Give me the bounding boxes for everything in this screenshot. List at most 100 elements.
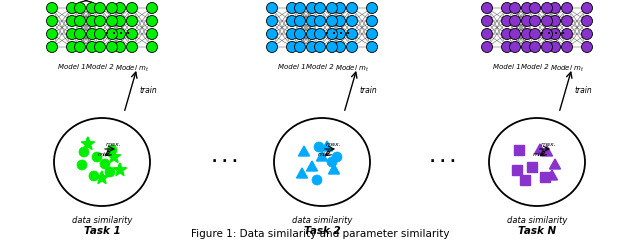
Circle shape	[127, 2, 138, 13]
Circle shape	[509, 41, 520, 52]
Bar	[520, 175, 530, 185]
Text: · · · ·: · · · ·	[540, 29, 566, 39]
Text: max.: max.	[106, 142, 122, 147]
Circle shape	[307, 41, 317, 52]
Circle shape	[147, 41, 157, 52]
Circle shape	[92, 152, 102, 162]
Circle shape	[147, 2, 157, 13]
Circle shape	[287, 41, 298, 52]
Circle shape	[287, 2, 298, 13]
Polygon shape	[296, 168, 307, 178]
Polygon shape	[541, 146, 552, 156]
Text: min.: min.	[533, 152, 547, 157]
Circle shape	[314, 2, 326, 13]
Circle shape	[346, 2, 358, 13]
Circle shape	[79, 147, 89, 157]
Ellipse shape	[54, 118, 150, 206]
Circle shape	[529, 41, 541, 52]
Text: Figure 1: Data similarity and parameter similarity: Figure 1: Data similarity and parameter …	[191, 229, 449, 239]
Circle shape	[287, 15, 298, 26]
Circle shape	[582, 15, 593, 26]
Circle shape	[346, 15, 358, 26]
Circle shape	[367, 15, 378, 26]
Polygon shape	[328, 164, 339, 174]
Text: Task 2: Task 2	[303, 226, 340, 236]
Text: train: train	[140, 86, 157, 95]
Text: Model 1: Model 1	[58, 64, 86, 70]
Circle shape	[100, 159, 110, 169]
Circle shape	[326, 15, 337, 26]
Circle shape	[561, 15, 573, 26]
Circle shape	[86, 2, 97, 13]
Circle shape	[86, 41, 97, 52]
Bar	[512, 165, 522, 175]
Text: min.: min.	[98, 152, 112, 157]
Circle shape	[502, 15, 513, 26]
Text: Model $m_t$: Model $m_t$	[115, 64, 149, 74]
Circle shape	[294, 28, 305, 39]
Polygon shape	[95, 171, 109, 184]
Circle shape	[502, 41, 513, 52]
Circle shape	[106, 15, 118, 26]
Circle shape	[89, 171, 99, 181]
Circle shape	[582, 2, 593, 13]
Ellipse shape	[489, 118, 585, 206]
Circle shape	[294, 15, 305, 26]
Text: · · · ·: · · · ·	[325, 29, 351, 39]
Circle shape	[287, 28, 298, 39]
Circle shape	[326, 41, 337, 52]
Circle shape	[67, 2, 77, 13]
Circle shape	[346, 41, 358, 52]
Polygon shape	[108, 150, 121, 163]
Polygon shape	[113, 163, 127, 176]
Circle shape	[95, 15, 106, 26]
Circle shape	[127, 15, 138, 26]
Circle shape	[522, 15, 532, 26]
Circle shape	[105, 167, 115, 177]
Bar	[527, 162, 537, 172]
Circle shape	[541, 41, 552, 52]
Circle shape	[481, 15, 493, 26]
Circle shape	[332, 152, 342, 162]
Text: Model 1: Model 1	[278, 64, 306, 70]
Circle shape	[582, 41, 593, 52]
Circle shape	[346, 28, 358, 39]
Circle shape	[266, 28, 278, 39]
Text: Task N: Task N	[518, 226, 556, 236]
Circle shape	[541, 15, 552, 26]
Circle shape	[127, 41, 138, 52]
Text: min.: min.	[318, 152, 332, 157]
Circle shape	[529, 15, 541, 26]
Circle shape	[582, 28, 593, 39]
Text: · · ·: · · ·	[212, 155, 237, 169]
Circle shape	[294, 41, 305, 52]
Circle shape	[115, 2, 125, 13]
Circle shape	[522, 28, 532, 39]
Circle shape	[67, 15, 77, 26]
Circle shape	[106, 28, 118, 39]
Circle shape	[509, 15, 520, 26]
Circle shape	[307, 2, 317, 13]
Circle shape	[127, 28, 138, 39]
Circle shape	[550, 15, 561, 26]
Circle shape	[266, 15, 278, 26]
Text: Model 1: Model 1	[493, 64, 521, 70]
Circle shape	[529, 28, 541, 39]
Circle shape	[367, 2, 378, 13]
Text: Model $m_t$: Model $m_t$	[550, 64, 584, 74]
Circle shape	[67, 41, 77, 52]
Polygon shape	[550, 159, 561, 169]
Text: data similarity: data similarity	[72, 216, 132, 225]
Text: train: train	[575, 86, 593, 95]
Circle shape	[481, 28, 493, 39]
Ellipse shape	[274, 118, 370, 206]
Circle shape	[541, 2, 552, 13]
Circle shape	[294, 2, 305, 13]
Circle shape	[312, 175, 322, 185]
Circle shape	[115, 28, 125, 39]
Circle shape	[561, 41, 573, 52]
Text: Model 2: Model 2	[521, 64, 549, 70]
Text: Task 1: Task 1	[84, 226, 120, 236]
Circle shape	[335, 28, 346, 39]
Circle shape	[106, 2, 118, 13]
